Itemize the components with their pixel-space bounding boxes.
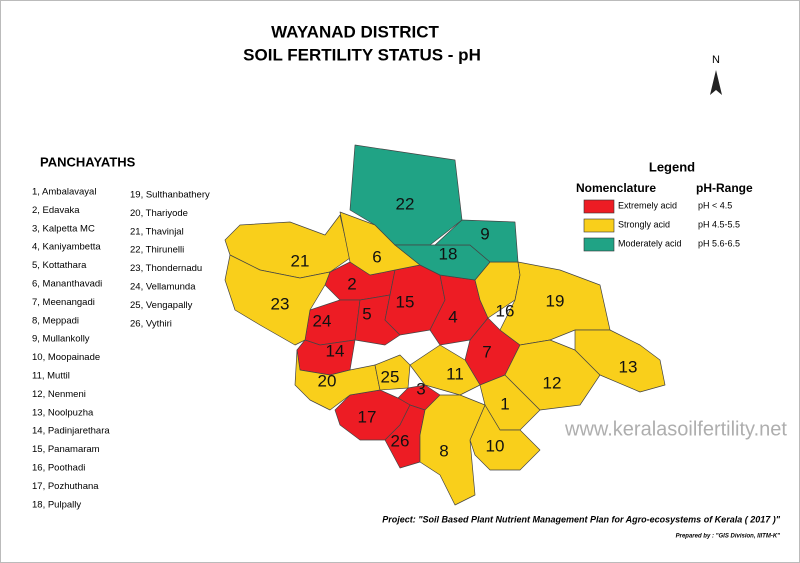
- panchayath-item: 21, Thavinjal: [130, 226, 184, 237]
- legend-title: Legend: [649, 159, 695, 174]
- panchayath-item: 16, Poothadi: [32, 463, 85, 474]
- watermark: www.keralasoilfertility.net: [564, 418, 787, 440]
- region-label: 9: [480, 224, 489, 243]
- panchayath-item: 23, Thondernadu: [130, 263, 202, 274]
- north-arrow-head: [710, 70, 722, 95]
- panchayath-item: 8, Meppadi: [32, 315, 79, 326]
- region: [224, 254, 331, 346]
- region-label: 5: [362, 304, 371, 323]
- legend-name: Extremely acid: [618, 200, 677, 210]
- panchayath-item: 3, Kalpetta MC: [32, 223, 95, 234]
- panchayath-item: 11, Muttil: [32, 371, 70, 382]
- panchayath-item: 13, Noolpuzha: [32, 407, 94, 418]
- region-label: 6: [372, 247, 381, 266]
- legend: Legend Nomenclature pH-Range Extremely a…: [576, 159, 753, 252]
- panchayaths-heading: PANCHAYATHS: [40, 154, 136, 169]
- region: [574, 329, 666, 393]
- panchayath-item: 5, Kottathara: [32, 260, 87, 271]
- region-label: 4: [448, 307, 457, 326]
- panchayath-item: 6, Mananthavadi: [32, 279, 102, 290]
- legend-swatch: [583, 199, 615, 214]
- legend-name: Strongly acid: [618, 219, 670, 229]
- region-label: 2: [347, 274, 356, 293]
- region-label: 25: [381, 367, 400, 386]
- region-label: 23: [271, 294, 290, 313]
- panchayath-item: 12, Nenmeni: [32, 389, 86, 400]
- region-label: 3: [416, 379, 425, 398]
- panchayath-item: 24, Vellamunda: [130, 282, 196, 293]
- region: [434, 219, 519, 263]
- project-note: Project: "Soil Based Plant Nutrient Mana…: [382, 514, 781, 524]
- panchayath-item: 9, Mullankolly: [32, 334, 90, 345]
- region-label: 11: [446, 364, 464, 383]
- subtitle: SOIL FERTILITY STATUS - pH: [243, 45, 481, 64]
- legend-range: pH 5.6-6.5: [698, 238, 740, 248]
- legend-name-header: Nomenclature: [576, 181, 656, 195]
- north-arrow: N: [710, 54, 722, 95]
- north-label: N: [712, 54, 720, 66]
- panchayath-list: 1, Ambalavayal 2, Edavaka 3, Kalpetta MC 4,…: [32, 187, 210, 511]
- legend-range-header: pH-Range: [696, 181, 753, 195]
- panchayath-item: 14, Padinjarethara: [32, 426, 110, 437]
- panchayath-item: 10, Moopainade: [32, 352, 100, 363]
- panchayath-item: 18, Pulpally: [32, 499, 81, 510]
- panchayath-item: 1, Ambalavayal: [32, 187, 96, 198]
- region-label: 24: [313, 311, 332, 330]
- region-label: 7: [482, 342, 491, 361]
- legend-swatch: [583, 237, 615, 252]
- title: WAYANAD DISTRICT: [271, 22, 439, 41]
- region: [469, 404, 541, 471]
- region-label: 13: [619, 357, 638, 376]
- panchayath-item: 26, Vythiri: [130, 318, 172, 329]
- panchayath-item: 25, Vengapally: [130, 300, 193, 311]
- panchayath-item: 7, Meenangadi: [32, 297, 95, 308]
- panchayath-item: 20, Thariyode: [130, 208, 188, 219]
- prepared-by: Prepared by : "GIS Division, IIITM-K": [676, 534, 781, 540]
- region-label: 22: [396, 194, 415, 213]
- region-label: 15: [396, 292, 415, 311]
- region-label: 21: [291, 251, 310, 270]
- region-label: 19: [546, 291, 565, 310]
- legend-name: Moderately acid: [618, 238, 682, 248]
- panchayath-item: 17, Pozhuthana: [32, 481, 99, 492]
- region-label: 18: [439, 244, 458, 263]
- region: [504, 339, 601, 411]
- region-label: 17: [358, 407, 377, 426]
- panchayath-item: 2, Edavaka: [32, 205, 80, 216]
- panchayath-item: 4, Kaniyambetta: [32, 242, 101, 253]
- panchayath-item: 19, Sulthanbathery: [130, 190, 210, 201]
- panchayath-item: 15, Panamaram: [32, 444, 100, 455]
- region: [374, 354, 411, 391]
- legend-range: pH < 4.5: [698, 200, 732, 210]
- legend-range: pH 4.5-5.5: [698, 219, 740, 229]
- region-label: 12: [543, 373, 562, 392]
- region-label: 1: [500, 394, 509, 413]
- region-label: 10: [486, 436, 505, 455]
- panchayath-item: 22, Thirunelli: [130, 245, 184, 256]
- region-label: 14: [326, 341, 345, 360]
- region-label: 20: [318, 371, 337, 390]
- region-label: 16: [496, 301, 515, 320]
- legend-swatch: [583, 218, 615, 233]
- region: [419, 394, 486, 506]
- region-label: 8: [439, 441, 448, 460]
- region-label: 26: [391, 431, 410, 450]
